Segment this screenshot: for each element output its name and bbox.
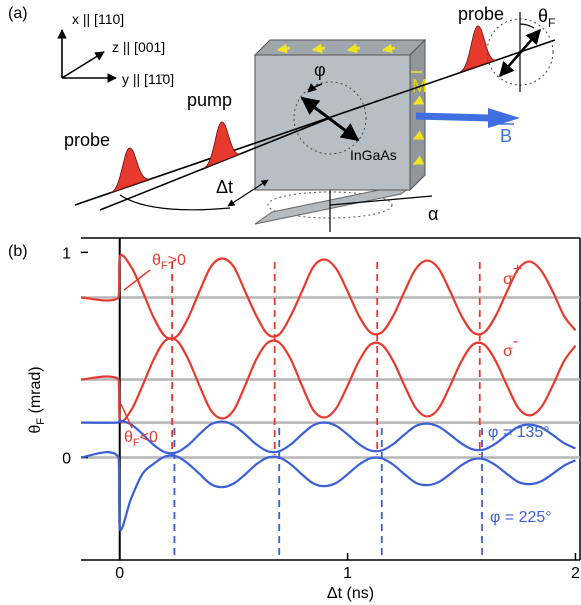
y-label-subscript: F [35, 418, 47, 425]
label-superscript: + [513, 261, 522, 278]
label-text: σ [503, 343, 513, 360]
label-text: φ = 135° [488, 424, 550, 441]
x-tick-label: 0 [115, 565, 124, 582]
annotation-subscript: F [161, 260, 168, 272]
phi-arc [307, 83, 323, 93]
annotation-symbol: θ [124, 429, 133, 446]
label-text: σ [503, 271, 513, 288]
polarization [300, 96, 360, 142]
y-tick-label: 0 [62, 450, 71, 467]
series-label: φ = 225° [490, 509, 552, 526]
sample-label: InGaAs [350, 147, 397, 163]
angle-line [329, 195, 433, 206]
y-label-symbol: θ [27, 425, 44, 434]
axes-icon [57, 29, 117, 83]
angle-label: α [428, 204, 438, 224]
annotation-leader [120, 403, 133, 429]
data-line [80, 451, 576, 532]
theta-symbol: θ [538, 6, 548, 26]
field-label: B [500, 126, 512, 146]
axis-label: y || [11̄0] [122, 71, 174, 87]
label-superscript: - [513, 333, 518, 350]
theta-label: θF [538, 6, 555, 30]
x-tick-label: 2 [571, 565, 580, 582]
data-line [80, 419, 576, 455]
data-line [80, 253, 577, 340]
panel-label: (a) [8, 5, 28, 22]
series-label: σ- [503, 333, 518, 360]
theta-subscript: F [548, 16, 555, 30]
diagram: (a) x || [110] z || [001] y || [11̄0] α … [8, 4, 555, 232]
rotated-polarization [499, 28, 541, 78]
series-label: φ = 135° [488, 424, 550, 441]
delay-bracket [119, 194, 231, 211]
y-tick-label: 1 [62, 245, 71, 262]
series-label: σ+ [503, 261, 522, 288]
field-arrowhead [488, 108, 520, 128]
data-line [80, 337, 577, 424]
annotation-rest: >0 [168, 252, 186, 269]
probe-label: probe [64, 130, 110, 150]
axis-label: z || [001] [112, 39, 165, 55]
annotation-leader [123, 269, 151, 291]
annotation-subscript: F [133, 437, 140, 449]
pump-label: pump [187, 90, 232, 110]
annotation: θF<0 [124, 429, 158, 449]
theta-arc [519, 23, 535, 29]
spin-arrows [277, 43, 425, 166]
x-tick-label: 1 [343, 565, 352, 582]
delay-arrow [227, 179, 269, 207]
x-axis-label: Δt (ns) [327, 585, 374, 602]
panel-label: (b) [8, 243, 28, 260]
pulses [109, 25, 497, 194]
y-label-rest: (mrad) [27, 366, 44, 418]
phi-label: φ [314, 60, 326, 80]
box-top [253, 39, 427, 56]
field-arrow [415, 112, 491, 122]
axis-label: x || [110] [72, 11, 124, 27]
annotation: θF>0 [152, 252, 186, 272]
delay-label: Δt [216, 177, 233, 197]
annotation-rest: <0 [140, 429, 158, 446]
y-axis-label: θF (mrad) [27, 366, 47, 433]
annotation-symbol: θ [152, 252, 161, 269]
polarization-circle [293, 81, 367, 155]
probe-label: probe [458, 4, 504, 24]
label-text: φ = 225° [490, 509, 552, 526]
